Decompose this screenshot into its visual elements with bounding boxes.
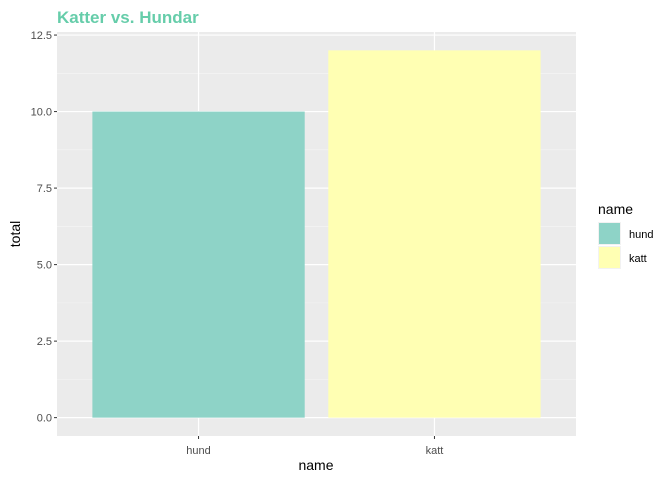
bar-katt xyxy=(328,50,541,418)
legend-key-hund xyxy=(599,223,620,244)
legend-label: katt xyxy=(629,253,647,265)
x-axis-ticks: hund katt xyxy=(186,436,443,457)
x-axis-title: name xyxy=(298,457,333,473)
y-tick-label: 7.5 xyxy=(37,183,52,195)
legend-title: name xyxy=(598,201,633,217)
y-tick-label: 2.5 xyxy=(37,336,52,348)
x-tick-label: hund xyxy=(186,445,210,457)
y-tick-label: 10.0 xyxy=(31,107,52,119)
bar-hund xyxy=(92,111,305,418)
legend-label: hund xyxy=(629,229,653,241)
y-axis-ticks: 0.0 2.5 5.0 7.5 10.0 12.5 xyxy=(31,30,57,425)
legend: name hund katt xyxy=(598,201,653,269)
x-tick-label: katt xyxy=(426,445,444,457)
y-tick-label: 12.5 xyxy=(31,30,52,42)
y-axis-title: total xyxy=(7,221,23,247)
bars xyxy=(92,50,541,418)
legend-items: hund katt xyxy=(598,222,653,269)
y-tick-label: 0.0 xyxy=(37,413,52,425)
legend-key-katt xyxy=(599,247,620,268)
y-tick-label: 5.0 xyxy=(37,260,52,272)
chart-title: Katter vs. Hundar xyxy=(57,8,199,27)
